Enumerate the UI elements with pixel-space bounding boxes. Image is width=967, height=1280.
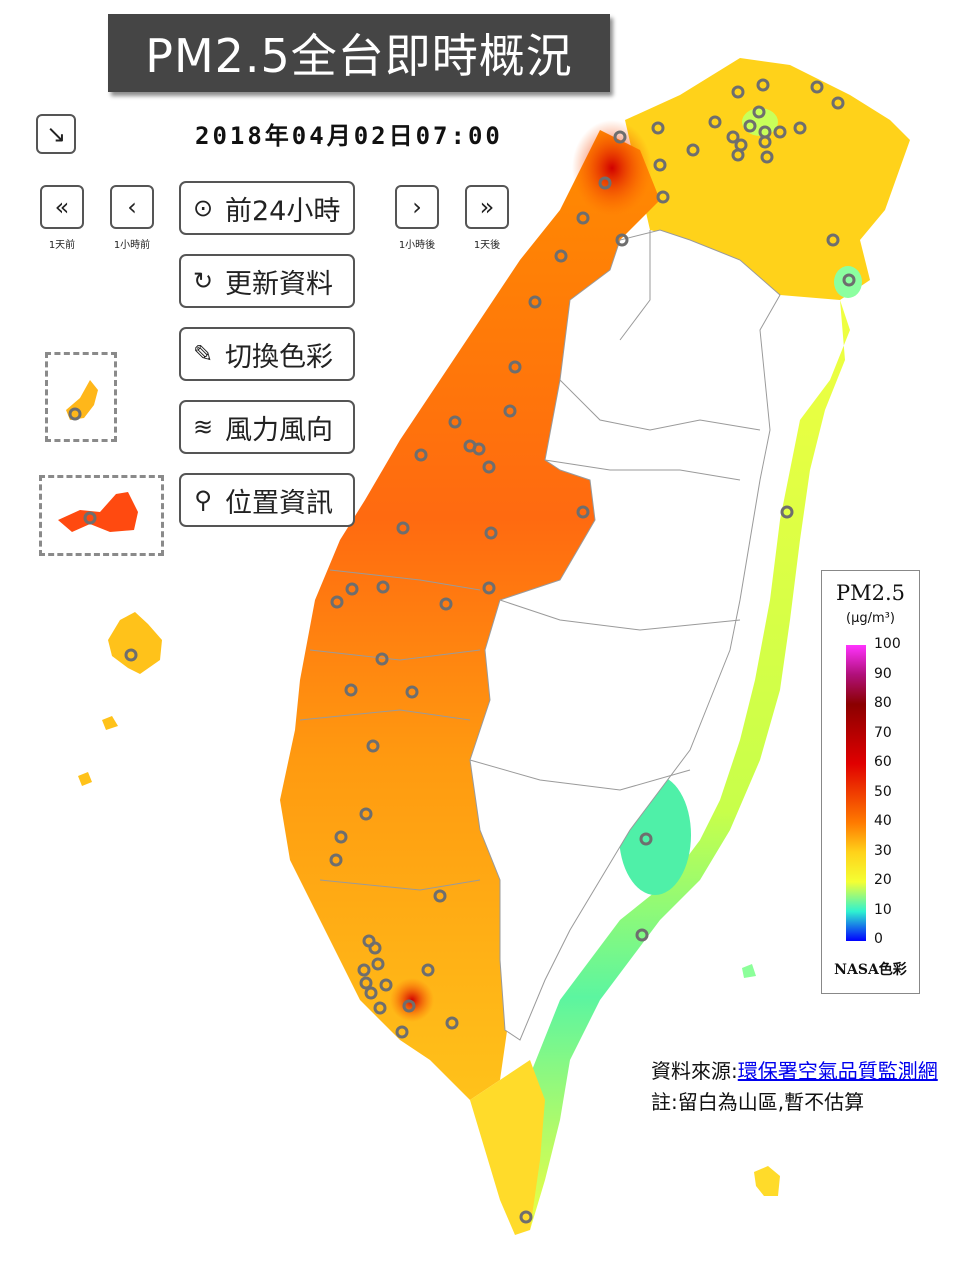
legend-tick: 10	[874, 902, 892, 918]
forward-one-hour-button[interactable]: ›	[395, 185, 439, 229]
collapse-arrow-icon: ↘	[45, 120, 67, 148]
legend-tick: 100	[874, 636, 901, 652]
play-icon: ⊙	[192, 194, 214, 222]
map-island-kinmen	[58, 492, 138, 532]
legend-unit: (μg/m³)	[846, 611, 895, 626]
chevron-left-icon: ‹	[127, 193, 137, 221]
legend-title: PM2.5	[835, 581, 906, 605]
map-region-east	[500, 300, 850, 1230]
map-region-south	[470, 1060, 545, 1235]
wind-icon: ≋	[192, 413, 214, 441]
legend-tick: 60	[874, 754, 892, 770]
back-one-hour-button[interactable]: ‹	[110, 185, 154, 229]
play-24h-button[interactable]: ⊙ 前24小時	[179, 181, 355, 235]
map-island-lanyu	[754, 1166, 780, 1196]
kinmen-inset-frame	[39, 475, 164, 556]
switch-color-button[interactable]: ✎ 切換色彩	[179, 327, 355, 381]
legend-tick: 20	[874, 872, 892, 888]
refresh-button[interactable]: ↻ 更新資料	[179, 254, 355, 308]
play-24h-label: 前24小時	[225, 195, 341, 227]
legend-tick: 30	[874, 843, 892, 859]
wind-label: 風力風向	[225, 414, 333, 446]
forward-one-day-caption: 1天後	[473, 240, 501, 251]
pm25-legend: PM2.5 (μg/m³) 100 90 80 70 60 50 40 30 2…	[821, 570, 920, 994]
back-one-hour-caption: 1小時前	[113, 240, 151, 251]
legend-tick: 70	[874, 725, 892, 741]
map-hotspot-south	[390, 978, 434, 1022]
refresh-label: 更新資料	[225, 268, 333, 300]
legend-tick: 80	[874, 695, 892, 711]
forward-one-hour-caption: 1小時後	[398, 240, 436, 251]
map-island-penghu	[108, 612, 162, 674]
monitoring-stations	[68, 78, 856, 1224]
legend-color-bar	[846, 645, 866, 941]
back-one-day-caption: 1天前	[48, 240, 76, 251]
switch-color-label: 切換色彩	[225, 341, 333, 373]
map-island-small-2	[78, 772, 92, 786]
legend-tick: 90	[874, 666, 892, 682]
chevron-right-icon: ›	[412, 193, 422, 221]
back-one-day-button[interactable]: «	[40, 185, 84, 229]
legend-tick: 40	[874, 813, 892, 829]
map-green-patch-east	[834, 266, 862, 298]
wind-button[interactable]: ≋ 風力風向	[179, 400, 355, 454]
map-note: 註:留白為山區,暫不估算	[651, 1090, 865, 1114]
map-region-west	[280, 130, 660, 1100]
map-hotspot-north	[572, 120, 652, 216]
location-pin-icon: ⚲	[194, 486, 212, 514]
collapse-button[interactable]: ↘	[36, 114, 76, 154]
location-info-label: 位置資訊	[225, 487, 333, 519]
data-timestamp: 2018年04月02日07:00	[195, 122, 503, 150]
paint-brush-icon: ✎	[192, 340, 214, 368]
matsu-inset-frame	[45, 352, 117, 442]
refresh-icon: ↻	[192, 267, 214, 295]
data-source-link[interactable]: 環保署空氣品質監測網	[737, 1059, 938, 1083]
data-source-prefix: 資料來源:	[651, 1059, 738, 1083]
double-chevron-left-icon: «	[54, 193, 70, 221]
legend-color-scheme: NASA色彩	[834, 962, 907, 978]
location-info-button[interactable]: ⚲ 位置資訊	[179, 473, 355, 527]
data-source: 資料來源:環保署空氣品質監測網	[651, 1055, 938, 1084]
legend-tick: 50	[874, 784, 892, 800]
map-island-ludao	[742, 964, 756, 978]
forward-one-day-button[interactable]: »	[465, 185, 509, 229]
map-county-borders	[299, 230, 761, 891]
map-island-small-1	[102, 716, 118, 730]
page-title: PM2.5全台即時概況	[108, 14, 610, 92]
legend-tick: 0	[874, 931, 883, 947]
double-chevron-right-icon: »	[479, 193, 495, 221]
